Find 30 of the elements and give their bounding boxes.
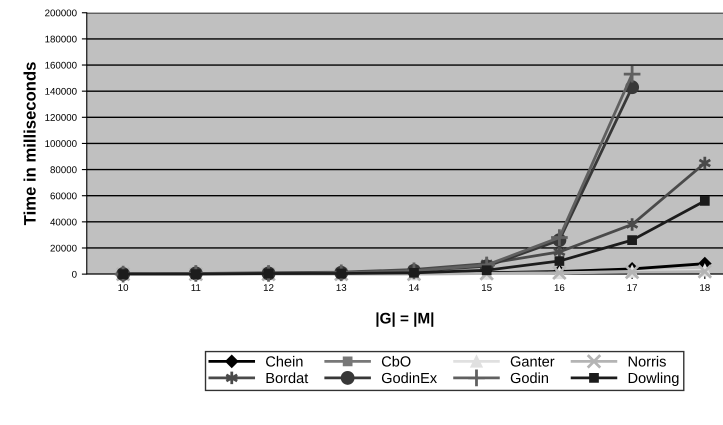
- legend-label: GodinEx: [382, 372, 437, 384]
- legend-label: Norris: [628, 356, 666, 367]
- legend-label: Chein: [266, 356, 302, 367]
- y-tick-label: 80000: [50, 166, 77, 174]
- y-tick-label: 20000: [50, 244, 77, 252]
- y-tick-label: 200000: [45, 9, 77, 16]
- legend-label: Dowling: [628, 372, 678, 386]
- legend-label: Bordat: [266, 372, 308, 384]
- y-tick-label: 160000: [45, 62, 77, 69]
- x-tick-label: 17: [627, 284, 638, 291]
- y-tick-label: 60000: [50, 192, 77, 200]
- y-axis-title: Time in milliseconds: [24, 62, 36, 226]
- y-tick-label: 100000: [45, 140, 77, 148]
- x-tick-label: 12: [264, 284, 274, 291]
- y-tick-label: 140000: [45, 88, 77, 95]
- x-tick-label: 13: [336, 284, 346, 291]
- x-tick-label: 18: [700, 284, 710, 291]
- x-tick-label: 14: [409, 284, 420, 291]
- x-tick-label: 11: [192, 284, 200, 291]
- legend-label: CbO: [382, 356, 410, 367]
- x-tick-label: 16: [554, 284, 564, 291]
- x-tick-label: 15: [482, 284, 492, 291]
- x-tick-label: 10: [118, 284, 128, 291]
- legend-label: Godin: [510, 372, 548, 384]
- legend-label: Ganter: [510, 356, 554, 367]
- y-tick-label: 0: [72, 270, 77, 278]
- y-tick-label: 40000: [50, 218, 77, 226]
- y-tick-label: 120000: [45, 114, 77, 121]
- y-tick-label: 180000: [45, 36, 77, 43]
- x-axis-title: |G| = |M|: [376, 312, 434, 327]
